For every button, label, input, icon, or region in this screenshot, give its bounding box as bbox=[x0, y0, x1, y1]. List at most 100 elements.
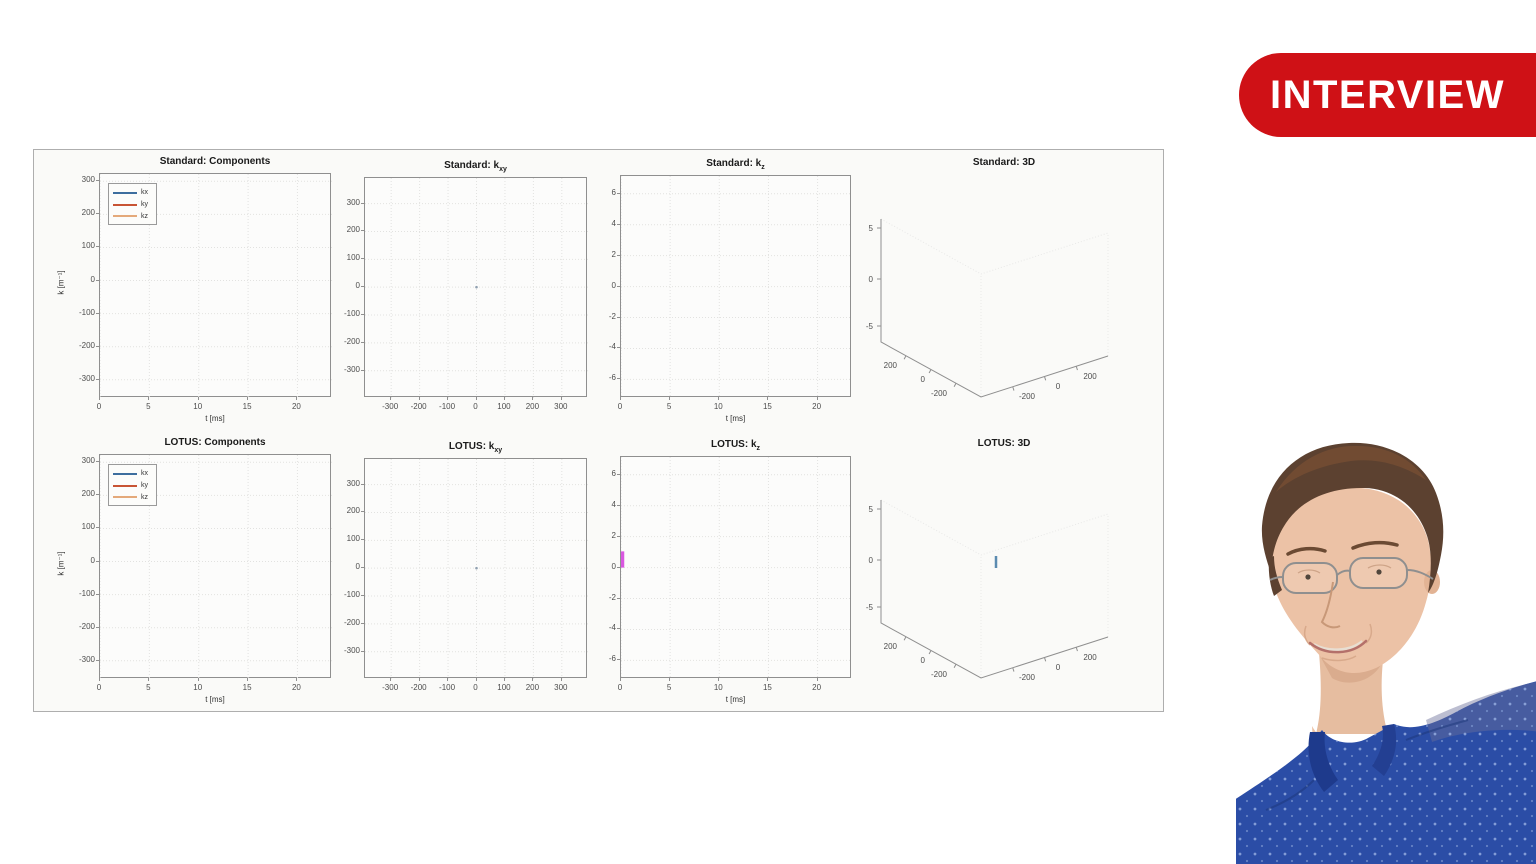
y-tick-label: 0 bbox=[611, 280, 616, 290]
x-tick-mark bbox=[418, 397, 420, 400]
y-axis-label: k [m⁻¹] bbox=[56, 551, 66, 576]
y-tick-mark bbox=[617, 566, 620, 568]
y-tick-mark bbox=[96, 494, 99, 496]
x-tick-label: 100 bbox=[497, 402, 511, 411]
y3-tick-label: -200 bbox=[1019, 392, 1036, 401]
x-tick-mark bbox=[247, 678, 249, 681]
y-tick-label: 0 bbox=[90, 274, 95, 284]
y-tick-label: 2 bbox=[611, 530, 616, 540]
plot-title: Standard: Components bbox=[99, 156, 331, 167]
y-tick-label: 100 bbox=[346, 253, 360, 263]
y3-tick-label: 0 bbox=[1056, 663, 1061, 672]
y-tick-label: -2 bbox=[608, 311, 616, 321]
plot-canvas bbox=[621, 176, 852, 398]
y-tick-label: -100 bbox=[343, 590, 360, 599]
y-tick-label: -200 bbox=[343, 617, 360, 627]
y-tick-mark bbox=[361, 567, 364, 569]
plot-title: LOTUS: Components bbox=[99, 437, 331, 448]
x-tick-mark bbox=[247, 397, 249, 400]
y3-tick-label: 0 bbox=[1056, 382, 1061, 391]
plot-axes bbox=[99, 454, 332, 679]
x-tick-label: 0 bbox=[473, 683, 478, 692]
box-back-edges bbox=[880, 218, 1109, 397]
y-tick-label: 0 bbox=[355, 562, 360, 572]
x3-tick-label: 200 bbox=[884, 642, 898, 651]
portrait-lower-lip bbox=[1321, 655, 1357, 662]
y-tick-mark bbox=[361, 341, 364, 343]
y-tick-label: -300 bbox=[78, 373, 95, 383]
x3-tick-label: 0 bbox=[921, 656, 926, 665]
x-tick-mark bbox=[620, 678, 621, 681]
y-tick-mark bbox=[361, 202, 364, 204]
y-tick-mark bbox=[96, 626, 99, 628]
y-tick-mark bbox=[96, 378, 99, 380]
x3-tick-label: -200 bbox=[931, 389, 948, 398]
y-tick-label: 300 bbox=[81, 175, 95, 185]
x-tick-label: 15 bbox=[242, 683, 252, 692]
x-tick-label: 10 bbox=[713, 402, 723, 411]
legend-row: kx bbox=[113, 468, 152, 480]
x-tick-mark bbox=[418, 678, 420, 681]
x-tick-mark bbox=[475, 678, 477, 681]
y-tick-mark bbox=[361, 511, 364, 513]
portrait-nose bbox=[1320, 581, 1341, 629]
glasses-icon bbox=[1269, 557, 1434, 594]
legend-line-sample bbox=[113, 191, 137, 194]
y-tick-label: 200 bbox=[81, 489, 95, 499]
x3-tick-label: 200 bbox=[884, 361, 898, 370]
x-tick-mark bbox=[718, 678, 720, 681]
y-tick-mark bbox=[617, 535, 620, 537]
y3-tick-mark bbox=[1044, 376, 1047, 381]
plot-title-subscript: z bbox=[761, 164, 765, 171]
interview-badge-label: INTERVIEW bbox=[1269, 72, 1505, 117]
plot-title-subscript: z bbox=[756, 445, 761, 452]
x-tick-label: 300 bbox=[554, 402, 568, 411]
x-tick-label: 5 bbox=[146, 402, 151, 411]
legend-line-sample bbox=[113, 496, 137, 499]
z-tick-label: 0 bbox=[869, 275, 874, 284]
x3-tick-mark bbox=[903, 636, 907, 641]
portrait-hair-highlight bbox=[1276, 445, 1426, 492]
axes-3d bbox=[880, 500, 1109, 679]
x-axis-label: t [ms] bbox=[205, 695, 225, 704]
y3-tick-label: 200 bbox=[1083, 372, 1097, 381]
x-tick-mark bbox=[560, 397, 562, 400]
x-tick-mark bbox=[816, 397, 818, 400]
x-tick-mark bbox=[532, 678, 534, 681]
interview-badge: INTERVIEW bbox=[1239, 53, 1536, 137]
x-tick-mark bbox=[718, 397, 720, 400]
portrait-teeth bbox=[1313, 640, 1363, 651]
portrait-photo bbox=[1236, 442, 1536, 864]
y-tick-label: -100 bbox=[343, 309, 360, 318]
y-tick-label: 6 bbox=[611, 468, 616, 478]
x-tick-mark bbox=[390, 678, 392, 681]
y-tick-mark bbox=[617, 378, 620, 380]
y-tick-label: -6 bbox=[608, 373, 616, 383]
y-tick-label: 100 bbox=[81, 522, 95, 532]
legend-label: ky bbox=[141, 482, 148, 489]
y-tick-label: 0 bbox=[90, 555, 95, 565]
plot-title: LOTUS: 3D bbox=[977, 438, 1031, 449]
y-tick-mark bbox=[617, 659, 620, 661]
plot-axes bbox=[620, 456, 852, 679]
legend-label: kz bbox=[141, 493, 148, 501]
x-tick-mark bbox=[816, 678, 818, 681]
legend-label: kx bbox=[141, 470, 148, 478]
y-tick-mark bbox=[361, 622, 364, 624]
x-tick-label: 300 bbox=[554, 683, 568, 692]
y-tick-label: -4 bbox=[608, 342, 616, 352]
x-tick-mark bbox=[148, 678, 150, 681]
portrait-eye-right bbox=[1376, 569, 1382, 575]
x-tick-mark bbox=[503, 397, 505, 400]
portrait-eye-left bbox=[1305, 574, 1311, 580]
y-tick-label: 6 bbox=[611, 187, 616, 197]
y-tick-label: 100 bbox=[346, 534, 360, 544]
box-back-edges bbox=[880, 499, 1109, 678]
y-tick-mark bbox=[617, 223, 620, 225]
x3-tick-mark bbox=[953, 383, 957, 387]
plot-title: LOTUS: kz bbox=[620, 439, 851, 452]
portrait-crease-left bbox=[1303, 625, 1311, 646]
portrait-collar-left bbox=[1308, 732, 1338, 792]
x-tick-label: -300 bbox=[382, 683, 399, 692]
data-point bbox=[475, 566, 478, 570]
